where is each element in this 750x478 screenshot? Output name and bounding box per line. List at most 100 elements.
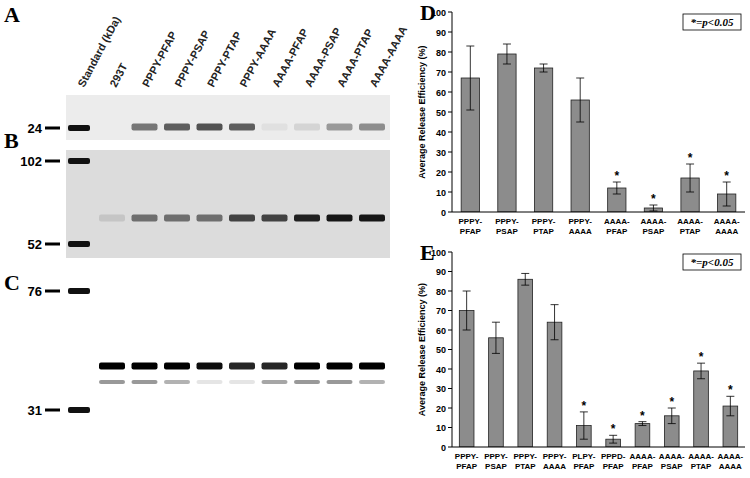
y-tick [448, 271, 452, 272]
label-line: PTAP [515, 462, 536, 471]
blot-band [262, 363, 288, 370]
blot-band [327, 215, 353, 222]
x-tick-label: AAAA-PTAP [677, 217, 703, 236]
marker-label: 52 [28, 237, 42, 252]
error-bar [463, 291, 471, 330]
error-cap [551, 339, 559, 340]
blot-background [66, 276, 390, 432]
annotation-box [683, 14, 741, 30]
y-tick-label: 10 [436, 188, 446, 198]
error-stem [671, 408, 672, 424]
x-tick-label: PPPY-PTAP [532, 217, 556, 236]
error-bar [521, 273, 529, 285]
error-cap [463, 330, 471, 331]
label-line: PTAP [691, 462, 712, 471]
error-stem [506, 44, 507, 64]
y-tick-label: 70 [436, 306, 446, 316]
error-stem [613, 435, 614, 443]
bar [489, 338, 504, 447]
label-line: PTAP [680, 227, 701, 236]
y-tick [448, 92, 452, 93]
error-cap [723, 206, 731, 207]
label-line: PFAP [460, 227, 482, 236]
label-line: PPPY- [513, 452, 537, 461]
error-cap [649, 211, 657, 212]
label-line: AAAA [543, 462, 566, 471]
blot-band [294, 380, 320, 384]
error-cap [613, 194, 621, 195]
error-bar [697, 363, 705, 379]
lane-label: 293T [107, 61, 129, 89]
significance-mark: * [728, 383, 733, 397]
label-line: PSAP [485, 462, 507, 471]
y-axis [452, 12, 453, 212]
error-bar [551, 305, 559, 340]
label-line: PSAP [643, 227, 665, 236]
error-bar [503, 44, 511, 64]
blot-band [327, 380, 353, 384]
error-cap [576, 122, 584, 123]
error-bar [580, 412, 588, 439]
blot-band [99, 363, 125, 370]
error-stem [470, 46, 471, 110]
label-line: PPPY- [532, 217, 556, 226]
bar [459, 311, 474, 448]
error-stem [616, 182, 617, 194]
y-tick [448, 388, 452, 389]
panel-letter: A [4, 2, 20, 27]
error-stem [701, 363, 702, 379]
x-tick-label: AAAA-PFAP [630, 452, 656, 471]
blot-band [164, 363, 190, 370]
label-line: PFAP [573, 462, 595, 471]
ladder-band [68, 241, 90, 247]
y-tick-label: 20 [436, 168, 446, 178]
y-tick-label: 80 [436, 287, 446, 297]
error-cap [492, 322, 500, 323]
label-line: PFAP [456, 462, 478, 471]
y-tick-label: 50 [436, 345, 446, 355]
label-line: AAAA- [677, 217, 703, 226]
error-stem [580, 78, 581, 122]
blot-band [294, 363, 320, 370]
bar [498, 54, 516, 212]
error-cap [540, 72, 548, 73]
blot-band [294, 124, 320, 131]
marker-label: 24 [28, 121, 43, 136]
x-tick-label: PPPY-PFAP [459, 217, 483, 236]
error-bar [466, 46, 474, 110]
error-cap [521, 285, 529, 286]
y-tick [448, 330, 452, 331]
y-tick [448, 152, 452, 153]
error-stem [466, 291, 467, 330]
y-tick [448, 72, 452, 73]
error-cap [686, 192, 694, 193]
error-cap [551, 304, 559, 305]
y-tick-label: 100 [431, 248, 446, 258]
blot-band [164, 124, 190, 131]
label-line: AAAA- [714, 217, 740, 226]
y-tick [448, 349, 452, 350]
blot-panel: B10252 [4, 128, 390, 258]
y-tick [448, 12, 452, 13]
label-line: PSAP [496, 227, 518, 236]
y-tick [448, 291, 452, 292]
error-cap [521, 273, 529, 274]
ladder-band [68, 407, 90, 413]
significance-mark: * [688, 151, 693, 165]
blot-band [132, 380, 158, 384]
label-line: AAAA [719, 462, 742, 471]
error-cap [609, 443, 617, 444]
blot-band [99, 380, 125, 384]
marker-tick [45, 160, 60, 163]
y-tick-label: 30 [436, 148, 446, 158]
marker-label: 102 [20, 154, 42, 169]
marker-label: 76 [28, 284, 42, 299]
error-stem [554, 305, 555, 340]
error-stem [726, 182, 727, 206]
label-line: AAAA- [630, 452, 656, 461]
error-stem [690, 164, 691, 192]
label-line: PSAP [661, 462, 683, 471]
y-tick-label: 20 [436, 404, 446, 414]
blot-band [197, 363, 223, 370]
x-tick-label: PPPY-PSAP [484, 452, 508, 471]
